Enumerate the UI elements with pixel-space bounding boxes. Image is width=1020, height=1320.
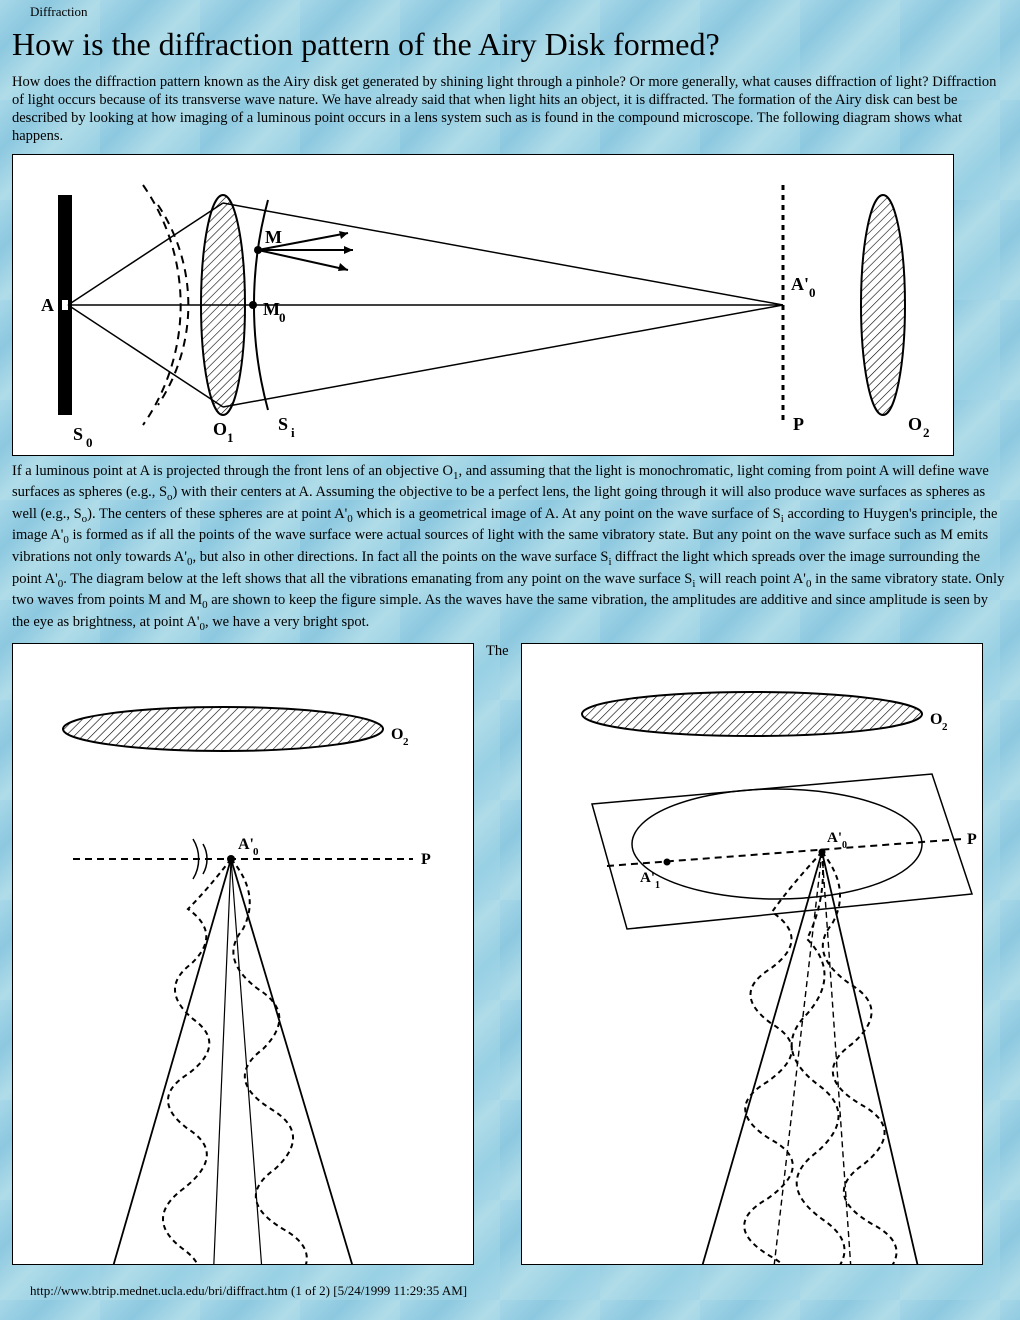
page-header-label: Diffraction (0, 0, 1020, 22)
svg-text:P: P (967, 831, 977, 848)
svg-text:O: O (391, 726, 403, 743)
svg-text:1: 1 (655, 880, 660, 891)
svg-text:1: 1 (227, 430, 234, 445)
svg-text:A': A' (238, 836, 254, 853)
svg-text:0: 0 (809, 285, 816, 300)
diagram-lens-system: A M M 0 O 1 S i S 0 A' 0 P O 2 (12, 154, 954, 456)
footer-url: http://www.btrip.mednet.ucla.edu/bri/dif… (0, 1265, 1020, 1305)
svg-text:M: M (263, 299, 280, 319)
svg-text:A: A (41, 295, 54, 315)
svg-text:0: 0 (842, 840, 847, 851)
floating-text: The (486, 643, 509, 660)
svg-text:O: O (930, 711, 942, 728)
intro-paragraph: How does the diffraction pattern known a… (12, 73, 1008, 146)
svg-text:P: P (421, 851, 431, 868)
diagram-constructive: O 2 P A' 0 (12, 643, 474, 1265)
svg-text:A': A' (640, 870, 655, 886)
svg-text:S: S (278, 414, 288, 434)
page-title: How is the diffraction pattern of the Ai… (12, 26, 1008, 63)
svg-text:0: 0 (253, 846, 259, 858)
svg-text:O: O (908, 414, 922, 434)
svg-text:i: i (291, 425, 295, 440)
svg-text:2: 2 (942, 721, 948, 733)
svg-text:A': A' (827, 830, 842, 846)
svg-text:S: S (73, 424, 83, 444)
svg-text:2: 2 (923, 425, 930, 440)
diagram-destructive: O 2 P A' 0 A' 1 (521, 643, 983, 1265)
explanation-paragraph: If a luminous point at A is projected th… (12, 462, 1008, 635)
svg-text:0: 0 (86, 435, 93, 450)
svg-text:2: 2 (403, 736, 409, 748)
svg-text:0: 0 (279, 310, 286, 325)
svg-text:P: P (793, 414, 804, 434)
svg-text:M: M (265, 227, 282, 247)
svg-text:O: O (213, 419, 227, 439)
svg-text:A': A' (791, 274, 809, 294)
